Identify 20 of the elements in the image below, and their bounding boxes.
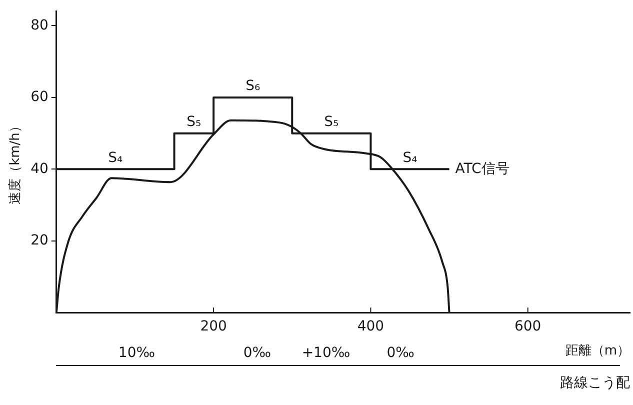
y-tick-label: 20 [30, 232, 48, 249]
y-tick-label: 40 [30, 160, 48, 177]
x-tick-label: 400 [357, 318, 384, 335]
annotation: S₅ [186, 114, 202, 130]
x-tick-label: 200 [200, 318, 227, 335]
annotation: S₄ [108, 150, 123, 166]
annotation: S₆ [246, 78, 260, 94]
y-tick-label: 80 [30, 17, 48, 34]
annotation: S₅ [324, 114, 339, 130]
text: +10‰ [302, 345, 350, 362]
annotation: S₄ [402, 150, 418, 166]
series-label: ATC信号 [455, 160, 510, 177]
y-axis-title: 速度（km/h） [7, 120, 24, 204]
text: 路線こう配 [560, 375, 630, 392]
text: 0‰ [386, 345, 415, 362]
text: 0‰ [243, 345, 272, 362]
y-tick-label: 60 [30, 89, 48, 106]
x-tick-label: 600 [514, 318, 542, 335]
text: 10‰ [118, 345, 156, 362]
x-axis-title: 距離（m） [565, 344, 630, 359]
